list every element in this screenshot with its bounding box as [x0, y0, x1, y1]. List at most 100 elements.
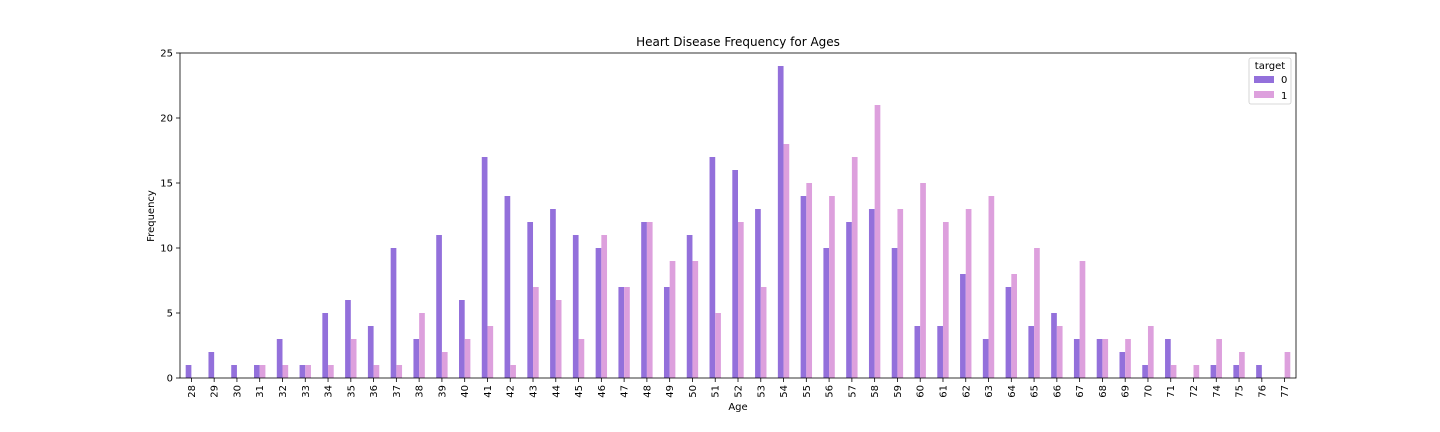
x-tick-label: 48 — [642, 385, 653, 398]
bar-series-0-age-60 — [914, 326, 921, 378]
x-tick-label: 53 — [756, 385, 767, 398]
bar-series-1-age-43 — [533, 287, 539, 378]
x-tick-label: 58 — [870, 385, 881, 398]
bar-series-1-age-36 — [373, 365, 380, 378]
bar-series-1-age-63 — [988, 196, 995, 378]
x-tick-label: 72 — [1189, 385, 1200, 398]
bar-series-0-age-64 — [1005, 287, 1012, 378]
bar-series-0-age-71 — [1165, 339, 1171, 378]
legend-label-1: 1 — [1281, 91, 1287, 102]
bar-series-1-age-45 — [578, 339, 585, 378]
y-tick-label: 5 — [167, 309, 173, 320]
bar-series-0-age-42 — [504, 196, 511, 378]
bar-series-0-age-36 — [367, 326, 374, 378]
x-tick-label: 49 — [665, 385, 676, 398]
bar-series-1-age-74 — [1216, 339, 1222, 378]
x-tick-label: 35 — [346, 385, 357, 398]
legend-label-0: 0 — [1281, 75, 1287, 86]
x-tick-label: 60 — [916, 385, 927, 398]
y-axis-label: Frequency — [146, 190, 157, 242]
bar-series-0-age-61 — [937, 326, 943, 378]
x-tick-label: 40 — [460, 385, 471, 398]
bar-series-0-age-30 — [231, 365, 237, 378]
x-tick-label: 36 — [369, 385, 380, 398]
x-tick-label: 39 — [437, 385, 448, 398]
bar-series-1-age-54 — [783, 144, 790, 378]
bar-series-0-age-49 — [663, 287, 670, 378]
bar-series-0-age-76 — [1256, 365, 1262, 378]
x-tick-label: 43 — [529, 385, 540, 398]
x-tick-label: 59 — [893, 385, 904, 398]
bar-series-1-age-69 — [1125, 339, 1131, 378]
x-tick-label: 56 — [825, 385, 836, 398]
bar-series-0-age-33 — [299, 365, 306, 378]
bar-series-0-age-56 — [823, 248, 830, 378]
bar-series-1-age-41 — [487, 326, 494, 378]
x-tick-label: 54 — [779, 385, 790, 398]
x-tick-label: 42 — [506, 385, 517, 398]
x-axis-label: Age — [728, 402, 747, 413]
x-axis: 28 29 30 31 32 33 34 35 36 37 38 39 40 41 42 43 44 45 46 47… — [187, 378, 1291, 398]
x-tick-label: 41 — [483, 385, 494, 398]
x-tick-label: 76 — [1257, 385, 1268, 398]
bar-series-1-age-57 — [851, 157, 858, 378]
y-tick-label: 10 — [160, 244, 173, 255]
bar-series-0-age-32 — [276, 339, 283, 378]
y-tick-label: 0 — [167, 374, 173, 385]
bar-series-0-age-63 — [982, 339, 989, 378]
x-tick-label: 69 — [1121, 385, 1132, 398]
bar-series-1-age-62 — [965, 209, 972, 378]
bar-series-1-age-48 — [646, 222, 653, 378]
chart-title: Heart Disease Frequency for Ages — [636, 35, 840, 49]
bar-series-0-age-69 — [1119, 352, 1126, 378]
bar-series-0-age-39 — [436, 235, 442, 378]
bar-series-0-age-46 — [595, 248, 602, 378]
bar-series-0-age-34 — [322, 313, 329, 378]
bar-series-0-age-28 — [185, 365, 192, 378]
bar-series-0-age-40 — [459, 300, 465, 378]
bar-series-1-age-60 — [920, 183, 926, 378]
bar-series-1-age-70 — [1147, 326, 1154, 378]
bar-series-0-age-48 — [641, 222, 647, 378]
x-tick-label: 70 — [1143, 385, 1154, 398]
bar-series-1-age-35 — [350, 339, 357, 378]
bar-series-0-age-57 — [846, 222, 852, 378]
bar-series-1-age-58 — [874, 105, 881, 378]
x-tick-label: 38 — [415, 385, 426, 398]
bar-series-0-age-68 — [1096, 339, 1103, 378]
x-tick-label: 29 — [210, 385, 221, 398]
bar-series-0-age-43 — [527, 222, 534, 378]
x-tick-label: 50 — [688, 385, 699, 398]
x-tick-label: 32 — [278, 385, 289, 398]
x-tick-label: 57 — [847, 385, 858, 398]
bar-series-0-age-31 — [254, 365, 260, 378]
bar-series-0-age-51 — [709, 157, 716, 378]
bar-series-0-age-41 — [481, 157, 488, 378]
bar-series-1-age-68 — [1102, 339, 1109, 378]
bar-series-0-age-47 — [618, 287, 625, 378]
bars-layer — [185, 66, 1291, 378]
bar-series-0-age-53 — [755, 209, 761, 378]
x-tick-label: 77 — [1280, 385, 1291, 398]
y-tick-label: 20 — [160, 114, 173, 125]
x-tick-label: 75 — [1235, 385, 1246, 398]
x-tick-label: 30 — [232, 385, 243, 398]
x-tick-label: 55 — [802, 385, 813, 398]
x-tick-label: 31 — [255, 385, 266, 398]
bar-series-1-age-66 — [1056, 326, 1063, 378]
y-tick-label: 25 — [160, 49, 173, 60]
bar-series-0-age-38 — [413, 339, 420, 378]
bar-series-1-age-59 — [897, 209, 904, 378]
bar-series-0-age-37 — [390, 248, 397, 378]
bar-series-0-age-74 — [1210, 365, 1217, 378]
bar-series-1-age-65 — [1034, 248, 1040, 378]
bar-series-1-age-72 — [1193, 365, 1200, 378]
x-tick-label: 71 — [1166, 385, 1177, 398]
bar-series-0-age-67 — [1073, 339, 1080, 378]
legend: target 0 1 — [1248, 57, 1292, 105]
x-tick-label: 46 — [597, 385, 608, 398]
x-tick-label: 51 — [711, 385, 722, 398]
bar-series-0-age-66 — [1051, 313, 1057, 378]
bar-series-1-age-61 — [942, 222, 949, 378]
